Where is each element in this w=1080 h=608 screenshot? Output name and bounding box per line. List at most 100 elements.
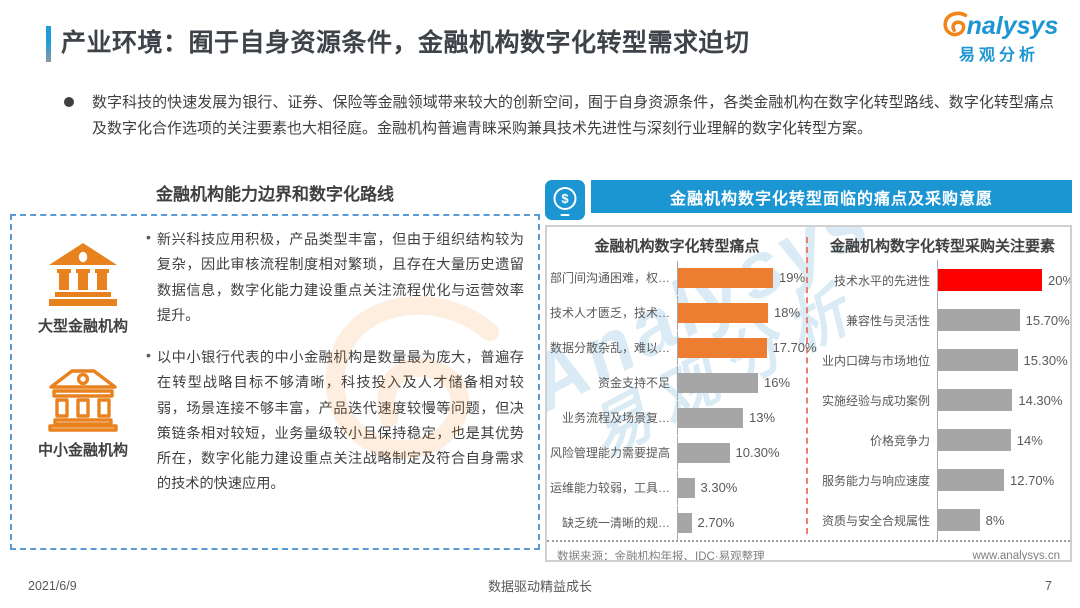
charts-box: Analysys 易观分析 金融机构数字化转型痛点 部门间沟通困难，权… 19% 技… xyxy=(545,225,1072,562)
value-label: 15.70% xyxy=(1025,312,1070,328)
bar-track: 15.70% xyxy=(937,300,1070,340)
category-label: 资金支持不足 xyxy=(597,376,670,390)
title-accent-bar xyxy=(46,26,51,62)
bar-track: 16% xyxy=(677,365,803,400)
value-label: 8% xyxy=(985,512,1005,528)
bullet-icon: • xyxy=(146,229,151,245)
bar-track: 12.70% xyxy=(937,460,1070,500)
bar-track: 14.30% xyxy=(937,380,1070,420)
value-label: 10.30% xyxy=(735,445,780,460)
page-number: 7 xyxy=(1045,578,1052,593)
category-label: 兼容性与灵活性 xyxy=(845,313,930,328)
bar xyxy=(938,509,980,531)
large-institution-row: 大型金融机构 • 新兴科技应用积极，产品类型丰富，但由于组织结构较为复杂，因此审… xyxy=(22,228,530,336)
bar xyxy=(678,407,743,428)
pain-chart-bars: 部门间沟通困难，权… 19% 技术人才匮乏，技术… 18% 数据分散杂乱，难以… 17.7… xyxy=(549,260,817,540)
large-institution-text: 新兴科技应用积极，产品类型丰富，但由于组织结构较为复杂，因此审核流程制度相对繁琐… xyxy=(156,232,524,324)
bar-row: 业务流程及场景复… 13% xyxy=(551,400,803,435)
value-label: 17.70% xyxy=(772,340,817,355)
dollar-coin-icon: $ xyxy=(553,187,577,210)
bar xyxy=(678,337,767,358)
value-label: 13% xyxy=(749,410,776,425)
category-label: 业务流程及场景复… xyxy=(561,411,670,425)
bar-track: 2.70% xyxy=(677,505,803,540)
bar xyxy=(938,389,1013,411)
small-institution-desc: • 以中小银行代表的中小金融机构是数量最为庞大，普遍存在转型战略目标不够清晰，科… xyxy=(144,346,530,498)
capability-panel: 金融机构能力边界和数字化路线 大型 xyxy=(10,180,540,550)
bank-solid-icon xyxy=(49,243,117,306)
bar-row: 价格竞争力 14% xyxy=(811,420,1070,460)
value-label: 14% xyxy=(1016,432,1043,448)
bar-row: 运维能力较弱，工具… 3.30% xyxy=(550,470,803,505)
bar-row: 实施经验与成功案例 14.30% xyxy=(811,380,1070,420)
small-institution-row: 中小金融机构 • 以中小银行代表的中小金融机构是数量最为庞大，普遍存在转型战略目… xyxy=(22,346,530,498)
bar-track: 10.30% xyxy=(677,435,803,470)
source-row: 数据来源：金融机构年报、IDC·易观整理 www.analysys.cn xyxy=(547,540,1070,562)
bar-track: 14% xyxy=(937,420,1070,460)
capability-panel-title: 金融机构能力边界和数字化路线 xyxy=(156,185,394,204)
category-label: 缺乏统一清晰的规… xyxy=(561,516,670,530)
bar-row: 服务能力与响应速度 12.70% xyxy=(811,460,1070,500)
bar-track: 19% xyxy=(677,260,805,295)
small-institution-figure: 中小金融机构 xyxy=(22,346,144,460)
category-label: 数据分散杂乱，难以… xyxy=(549,341,670,355)
category-label: 实施经验与成功案例 xyxy=(821,393,930,408)
panel-banner-title: 金融机构数字化转型面临的痛点及采购意愿 xyxy=(591,180,1072,213)
intro-paragraph: 数字科技的快速发展为银行、证券、保险等金融领域带来较大的创新空间，囿于自身资源条… xyxy=(64,90,1054,143)
category-label: 部门间沟通困难，权… xyxy=(549,271,670,285)
bar xyxy=(678,442,730,463)
value-label: 20% xyxy=(1048,272,1072,288)
logo-cn-text: 易观分析 xyxy=(958,47,1039,64)
bar-track: 17.70% xyxy=(677,330,817,365)
small-institution-label: 中小金融机构 xyxy=(37,442,128,459)
category-label: 风险管理能力需要提高 xyxy=(549,446,670,460)
bar-row: 资质与安全合规属性 8% xyxy=(811,500,1070,540)
value-label: 18% xyxy=(774,305,801,320)
pain-chart-title: 金融机构数字化转型痛点 xyxy=(594,238,760,255)
value-label: 16% xyxy=(764,375,791,390)
analysys-swirl-icon xyxy=(943,11,967,36)
category-label: 服务能力与响应速度 xyxy=(821,473,930,488)
analysys-logo: nalysys 易观分析 xyxy=(936,11,1062,65)
bar-row: 技术水平的先进性 20% xyxy=(811,260,1072,300)
page-title: 产业环境：囿于自身资源条件，金融机构数字化转型需求迫切 xyxy=(61,29,750,57)
money-phone-icon: $ xyxy=(545,180,585,220)
bar-row: 资金支持不足 16% xyxy=(551,365,803,400)
bullet-dot-icon xyxy=(64,97,74,107)
value-label: 2.70% xyxy=(697,515,735,530)
intro-text: 数字科技的快速发展为银行、证券、保险等金融领域带来较大的创新空间，囿于自身资源条… xyxy=(92,94,1054,138)
value-label: 12.70% xyxy=(1010,472,1055,488)
bar-track: 13% xyxy=(677,400,803,435)
footer-slogan: 数据驱动精益成长 xyxy=(487,579,592,594)
value-label: 3.30% xyxy=(700,480,738,495)
pain-points-chart: 金融机构数字化转型痛点 部门间沟通困难，权… 19% 技术人才匮乏，技术… 18% 数据… xyxy=(549,233,817,540)
pain-purchase-header: $ 金融机构数字化转型面临的痛点及采购意愿 xyxy=(545,180,1072,220)
slide-footer: 2021/6/9 数据驱动精益成长 7 xyxy=(28,576,1052,595)
small-institution-text: 以中小银行代表的中小金融机构是数量最为庞大，普遍存在转型战略目标不够清晰，科技投… xyxy=(156,350,524,493)
bar xyxy=(678,512,692,533)
capability-panel-box: 大型金融机构 • 新兴科技应用积极，产品类型丰富，但由于组织结构较为复杂，因此审… xyxy=(10,214,540,550)
bar-track: 18% xyxy=(677,295,803,330)
chart-divider xyxy=(806,237,808,534)
bar-track: 15.30% xyxy=(937,340,1070,380)
bar-row: 部门间沟通困难，权… 19% xyxy=(549,260,805,295)
bar-row: 数据分散杂乱，难以… 17.70% xyxy=(549,330,817,365)
phone-dash xyxy=(560,213,570,216)
bar-track: 8% xyxy=(937,500,1070,540)
category-label: 技术人才匮乏，技术… xyxy=(549,306,670,320)
purchase-chart-bars: 技术水平的先进性 20% 兼容性与灵活性 15.70% 业内口碑与市场地位 15.30% 实… xyxy=(811,260,1072,540)
bar xyxy=(678,477,695,498)
pain-purchase-panel: $ 金融机构数字化转型面临的痛点及采购意愿 Analysys 易观分析 金融机构… xyxy=(545,180,1072,562)
bar-track: 3.30% xyxy=(677,470,803,505)
bar xyxy=(938,309,1020,331)
footer-date: 2021/6/9 xyxy=(28,578,77,593)
bar xyxy=(678,372,758,393)
bar xyxy=(938,429,1011,451)
bar xyxy=(678,267,773,288)
purchase-factors-chart: 金融机构数字化转型采购关注要素 技术水平的先进性 20% 兼容性与灵活性 15.70%… xyxy=(811,233,1072,540)
website-text: www.analysys.cn xyxy=(972,549,1060,562)
bar-row: 缺乏统一清晰的规… 2.70% xyxy=(551,505,803,540)
slide-header: 产业环境：囿于自身资源条件，金融机构数字化转型需求迫切 nalysys 易观分析 xyxy=(46,11,1062,78)
category-label: 价格竞争力 xyxy=(869,433,930,448)
